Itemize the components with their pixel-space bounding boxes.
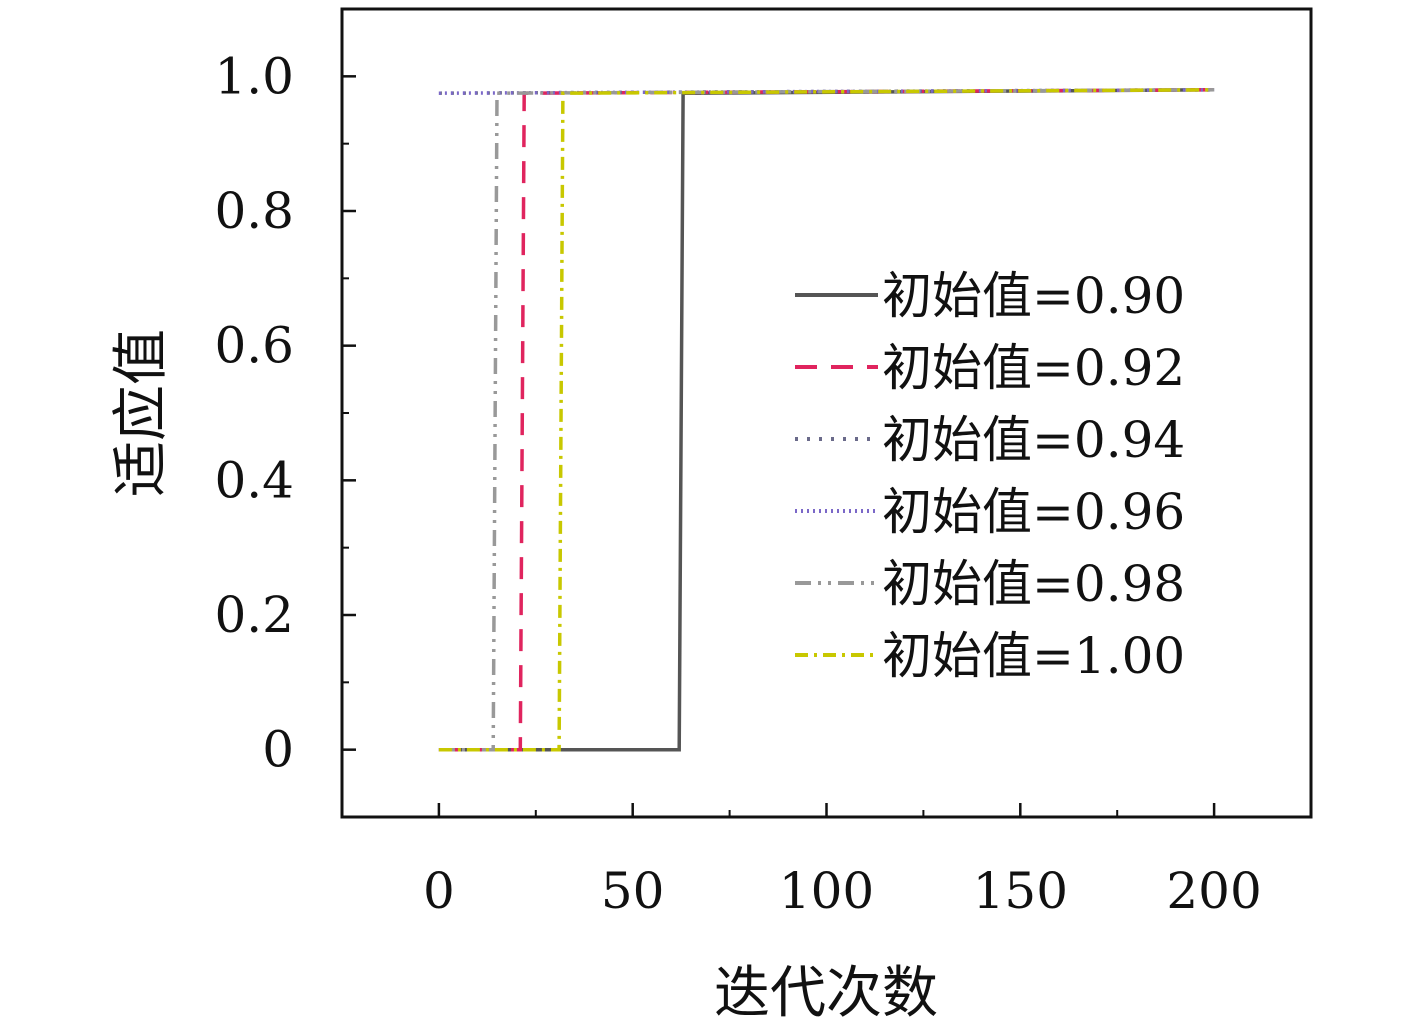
y-axis-title: 适应值 bbox=[109, 329, 174, 497]
y-axis: 0 0.2 0.4 0.6 0.8 1.0 bbox=[214, 47, 356, 779]
legend-label: 初始值=0.92 bbox=[882, 339, 1185, 397]
x-axis: 0 50 100 150 200 bbox=[423, 803, 1262, 920]
legend: 初始值=0.90 初始值=0.92 初始值=0.94 初始值=0.96 初始值=0.98… bbox=[795, 267, 1185, 685]
legend-label: 初始值=0.98 bbox=[882, 555, 1185, 613]
x-axis-title: 迭代次数 bbox=[714, 961, 938, 1026]
y-tick-label: 1.0 bbox=[214, 47, 294, 105]
series-layer bbox=[438, 88, 1215, 752]
legend-label: 初始值=0.96 bbox=[882, 483, 1185, 541]
x-tick-label: 0 bbox=[423, 862, 455, 920]
legend-label: 初始值=0.90 bbox=[882, 267, 1185, 325]
y-tick-label: 0.4 bbox=[214, 451, 294, 509]
legend-label: 初始值=0.94 bbox=[882, 411, 1185, 469]
x-tick-label: 100 bbox=[779, 862, 874, 920]
x-tick-label: 150 bbox=[973, 862, 1068, 920]
y-tick-label: 0.8 bbox=[214, 182, 294, 240]
x-tick-label: 50 bbox=[601, 862, 665, 920]
legend-label: 初始值=1.00 bbox=[882, 627, 1185, 685]
y-tick-label: 0.2 bbox=[214, 586, 294, 644]
y-tick-label: 0 bbox=[262, 721, 294, 779]
y-tick-label: 0.6 bbox=[214, 317, 294, 375]
x-tick-label: 200 bbox=[1166, 862, 1261, 920]
series-line-6 bbox=[438, 88, 1215, 752]
